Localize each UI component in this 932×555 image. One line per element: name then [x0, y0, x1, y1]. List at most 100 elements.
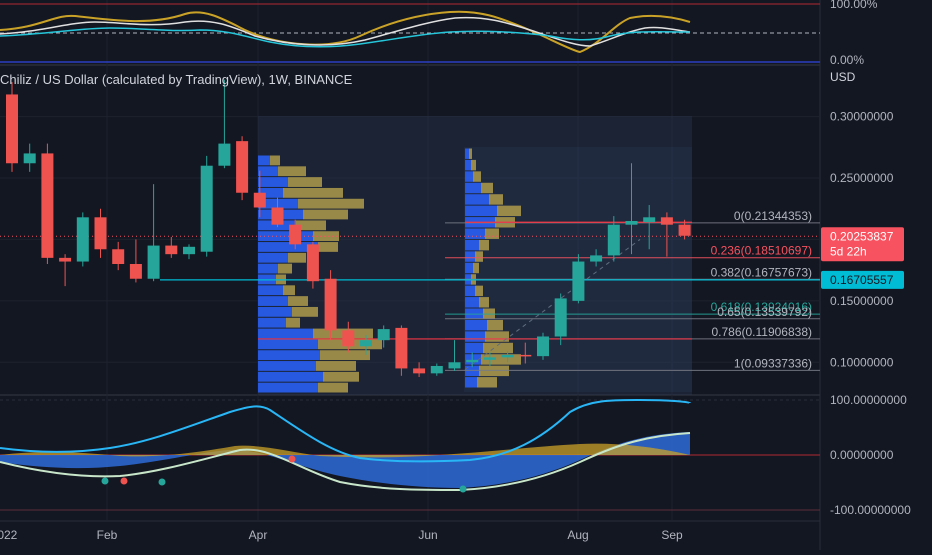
candle[interactable]	[448, 340, 461, 371]
candle[interactable]	[218, 79, 231, 169]
candle[interactable]	[483, 352, 496, 366]
vp1-bar-up	[258, 177, 288, 187]
candle[interactable]	[413, 362, 426, 378]
candle[interactable]	[342, 321, 355, 353]
vp2-bar-up	[465, 194, 489, 205]
candle-body	[625, 221, 638, 225]
vp2-bar-up	[465, 251, 475, 262]
candle[interactable]	[147, 184, 160, 282]
vp1-bar-up	[258, 252, 288, 263]
candle[interactable]	[23, 143, 36, 172]
time-axis-label: Sep	[661, 528, 683, 542]
vp1-bar-up	[258, 306, 292, 317]
vp1-bar-down	[278, 263, 292, 274]
vp1-bar-down	[288, 296, 308, 306]
candle-body	[377, 329, 390, 341]
vp2-bar-down	[489, 194, 503, 205]
candle[interactable]	[660, 212, 673, 257]
candle-body	[678, 224, 691, 236]
fib-label: 1(0.09337336)	[734, 356, 812, 370]
candle-body	[643, 217, 656, 223]
candle[interactable]	[129, 239, 142, 283]
candle-body	[236, 141, 249, 193]
stoch-d-line	[0, 16, 691, 47]
signal-dot	[101, 477, 109, 485]
candle[interactable]	[324, 270, 337, 341]
vp1-bar-up	[258, 242, 318, 252]
candle[interactable]	[625, 163, 638, 255]
vp1-bar-down	[313, 231, 339, 242]
vp2-bar-up	[465, 285, 475, 297]
candle[interactable]	[289, 219, 302, 250]
fib-label: 0.786(0.11906838)	[711, 325, 812, 339]
vp2-bar-down	[477, 377, 497, 388]
candle[interactable]	[271, 197, 284, 228]
candle[interactable]	[607, 216, 620, 262]
candle[interactable]	[678, 219, 691, 240]
candle-body	[360, 340, 372, 347]
candle[interactable]	[360, 335, 372, 355]
candle-body	[554, 298, 567, 337]
vp2-bar-down	[479, 239, 489, 251]
candle[interactable]	[253, 170, 266, 218]
candle[interactable]	[377, 325, 390, 348]
vp1-bar-down	[283, 187, 343, 198]
vp1-bar-down	[320, 350, 370, 361]
candle[interactable]	[94, 208, 107, 258]
vp1-bar-down	[283, 285, 295, 296]
vp2-bar-up	[465, 354, 481, 365]
candle[interactable]	[165, 236, 178, 258]
candle[interactable]	[590, 249, 603, 267]
candle-body	[483, 357, 496, 360]
candle[interactable]	[554, 293, 567, 346]
candle[interactable]	[6, 82, 18, 172]
candle[interactable]	[59, 254, 72, 287]
candle[interactable]	[112, 241, 125, 271]
bottom-pane-label: 0.00000000	[830, 448, 894, 462]
candle[interactable]	[236, 136, 249, 201]
candle-body	[253, 192, 266, 208]
vp2-bar-up	[465, 205, 497, 217]
candle-body	[59, 257, 72, 262]
bar-countdown: 5d 22h	[830, 244, 867, 258]
signal-dot	[288, 455, 296, 463]
signal-dot	[459, 485, 467, 493]
candle-body	[572, 261, 585, 301]
candle-body	[342, 330, 355, 347]
fib-label: 0.618(0.13924016)	[711, 300, 812, 314]
candle[interactable]	[183, 244, 195, 260]
candle[interactable]	[76, 212, 89, 267]
vp2-bar-down	[485, 228, 499, 239]
vp1-bar-down	[270, 155, 280, 166]
candle-body	[200, 165, 213, 252]
vp2-bar-up	[465, 228, 485, 239]
candle-body	[466, 359, 479, 363]
candle[interactable]	[643, 205, 656, 250]
candle[interactable]	[572, 254, 585, 304]
vp2-bar-down	[483, 342, 513, 354]
vp2-bar-up	[465, 262, 473, 274]
vp2-bar-down	[471, 159, 476, 171]
candle[interactable]	[430, 363, 443, 376]
candle[interactable]	[466, 352, 479, 368]
candle[interactable]	[41, 143, 54, 264]
price-tick-label: 0.15000000	[830, 294, 894, 308]
candle-body	[660, 217, 673, 225]
vp2-bar-up	[465, 239, 479, 251]
candle-body	[501, 354, 514, 358]
candle-body	[94, 217, 107, 250]
time-axis-label: 2022	[0, 528, 18, 542]
candle[interactable]	[306, 241, 319, 289]
time-axis-label: Feb	[97, 528, 118, 542]
vp1-bar-up	[258, 187, 283, 198]
candle[interactable]	[501, 351, 514, 363]
vp2-bar-down	[473, 262, 479, 274]
candle[interactable]	[200, 155, 213, 257]
candle-body	[289, 224, 302, 245]
candle[interactable]	[395, 325, 408, 376]
candle[interactable]	[537, 332, 549, 360]
vp1-bar-up	[258, 382, 318, 393]
candle[interactable]	[519, 342, 532, 364]
